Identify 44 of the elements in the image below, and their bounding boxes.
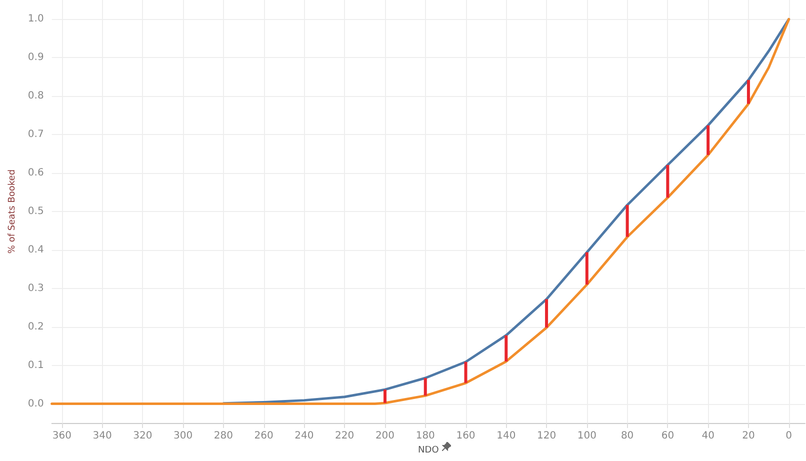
y-tick-label: 0.0 (28, 398, 44, 410)
y-tick-label: 1.0 (28, 14, 44, 25)
bar (464, 362, 468, 384)
bar (626, 204, 629, 237)
bar (666, 164, 670, 198)
bar (383, 390, 386, 404)
x-tick-label: 80 (620, 430, 634, 442)
x-tick-label: 180 (416, 430, 435, 442)
y-tick-label: 0.1 (28, 360, 44, 371)
x-tick-label: 280 (214, 430, 233, 442)
bar (545, 299, 548, 328)
y-tick-label: 0.2 (28, 321, 44, 332)
y-tick-label: 0.4 (28, 244, 44, 256)
x-tick-label: 260 (254, 430, 274, 442)
bar (424, 378, 427, 396)
y-tick-label: 0.6 (28, 168, 44, 179)
x-tick-label: 160 (456, 430, 476, 442)
bar (504, 335, 508, 362)
x-tick-label: 100 (577, 430, 596, 442)
x-tick-label: 0 (786, 430, 792, 442)
line-series (50, 18, 790, 406)
x-tick-label: 200 (375, 430, 395, 442)
x-tick-label: 20 (742, 430, 755, 442)
bar (746, 80, 750, 104)
bar (706, 125, 710, 155)
x-tick-label: 300 (174, 430, 193, 442)
x-axis-title: NDO (418, 446, 439, 456)
y-tick-label: 0.5 (28, 206, 44, 217)
x-tick-label: 340 (92, 430, 112, 442)
x-tick-label: 320 (133, 430, 152, 442)
x-tick-label: 60 (661, 430, 674, 442)
x-tick-label: 140 (496, 430, 516, 442)
y-axis-title: % of Seats Booked (8, 169, 18, 254)
bar (585, 252, 588, 285)
line-series (222, 18, 790, 405)
y-tick-label: 0.9 (28, 52, 44, 64)
x-tick-label: 220 (335, 430, 354, 442)
y-tick-label: 0.3 (28, 282, 44, 294)
x-tick-label: 240 (294, 430, 314, 442)
y-tick-label: 0.7 (28, 129, 44, 140)
y-tick-label: 0.8 (28, 90, 44, 102)
x-tick-label: 40 (702, 430, 714, 442)
x-tick-label: 120 (536, 430, 556, 442)
x-tick-label: 360 (52, 430, 72, 442)
